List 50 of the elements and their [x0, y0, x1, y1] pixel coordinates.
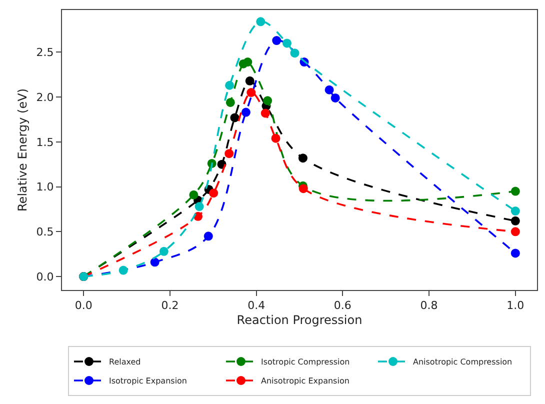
point [118, 266, 128, 275]
x-tick-label: 1.0 [506, 299, 524, 312]
point [224, 149, 234, 158]
point [330, 93, 340, 102]
y-tick-label: 1.0 [36, 180, 54, 194]
point [241, 108, 250, 117]
point [324, 85, 334, 94]
point [510, 206, 520, 216]
y-axis-title: Relative Energy (eV) [16, 88, 30, 212]
y-tick-label: 0.5 [36, 226, 54, 239]
x-tick-label: 0.2 [161, 299, 179, 312]
point [159, 246, 168, 256]
y-tick-label: 1.5 [36, 136, 54, 149]
point [263, 96, 272, 106]
point [226, 98, 235, 107]
point [230, 113, 240, 122]
legend-label: Anisotropic Expansion [261, 376, 350, 386]
point [260, 108, 270, 118]
y-tick-label: 2.0 [36, 90, 54, 104]
x-tick-label: 0.6 [334, 299, 352, 312]
point [150, 258, 160, 267]
point [194, 202, 204, 212]
point [298, 154, 308, 163]
legend-label: Anisotropic Compression [413, 358, 512, 367]
point [271, 134, 280, 143]
x-tick-label: 0.4 [248, 299, 266, 312]
legend-label: Isotropic Compression [261, 358, 350, 367]
x-axis-title: Reaction Progression [236, 313, 362, 328]
y-tick-label: 2.5 [36, 46, 54, 60]
point [290, 48, 300, 58]
legend-label: Isotropic Expansion [109, 376, 188, 386]
point [510, 216, 520, 226]
point [246, 88, 256, 98]
point [510, 186, 520, 196]
point [282, 38, 292, 48]
point [189, 190, 198, 200]
point [204, 232, 213, 241]
point [510, 227, 520, 236]
point [243, 58, 252, 67]
point [256, 17, 266, 26]
point [225, 80, 234, 90]
point [272, 36, 282, 46]
x-tick-label: 0.0 [74, 299, 92, 312]
y-tick-label: 0.0 [36, 270, 54, 284]
point [209, 188, 218, 198]
legend-label: Relaxed [109, 358, 141, 367]
point [298, 184, 308, 194]
point [510, 248, 520, 258]
x-tick-label: 0.8 [420, 299, 438, 312]
point [245, 76, 254, 86]
